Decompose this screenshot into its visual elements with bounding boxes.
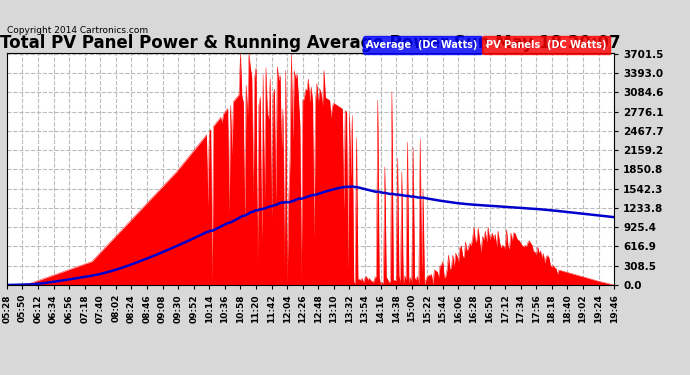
Text: Copyright 2014 Cartronics.com: Copyright 2014 Cartronics.com (7, 26, 148, 35)
Title: Total PV Panel Power & Running Average Power Sun May 18 20:07: Total PV Panel Power & Running Average P… (0, 34, 621, 53)
Legend: PV Panels  (DC Watts): PV Panels (DC Watts) (482, 36, 611, 54)
